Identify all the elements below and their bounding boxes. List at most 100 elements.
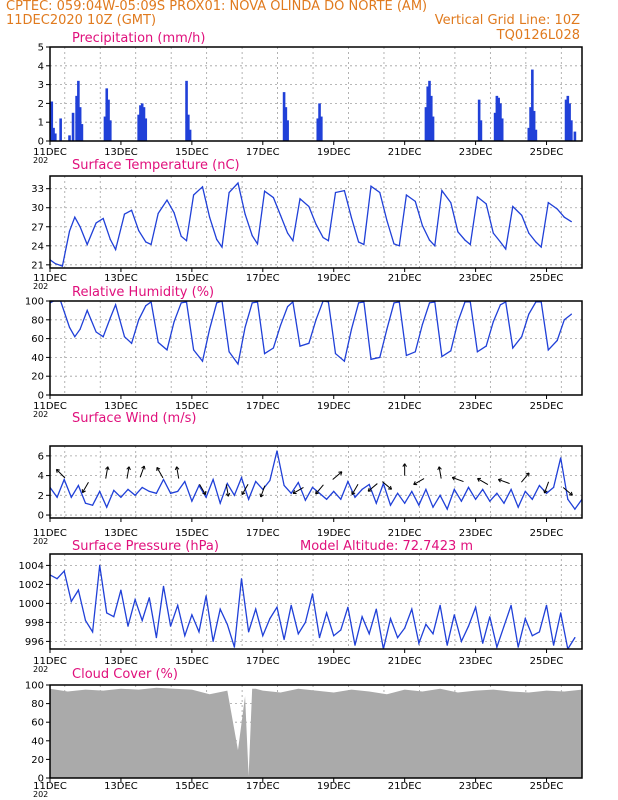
panel-title: Relative Humidity (%) <box>72 285 214 300</box>
series-point <box>68 326 71 328</box>
y-tick-label: 4 <box>38 471 44 482</box>
wind-arrow <box>199 483 207 496</box>
series-point <box>177 604 179 606</box>
wind-arrow <box>55 468 66 479</box>
precip-bar <box>532 110 536 141</box>
series-point <box>567 498 569 500</box>
series-point <box>469 243 471 246</box>
panel-title: Surface Pressure (hPa) <box>72 539 219 554</box>
series-point <box>460 640 463 643</box>
series-point <box>198 631 200 633</box>
wind-arrow <box>292 486 304 495</box>
x-tick-label: 23DEC <box>459 401 493 412</box>
series-point <box>315 319 317 321</box>
series-point <box>138 319 140 321</box>
series-point <box>556 339 558 342</box>
series-point <box>123 213 126 215</box>
series-point <box>368 483 370 486</box>
series-point <box>318 492 321 494</box>
precip-bar <box>573 131 577 141</box>
wind-arrow-head <box>56 468 60 471</box>
series-point <box>425 488 427 490</box>
x-tick-label: 21DEC <box>388 781 422 792</box>
series-point <box>166 349 168 351</box>
y-tick-label: 24 <box>31 241 44 252</box>
series-point <box>512 205 514 208</box>
series-point <box>343 360 345 362</box>
wind-arrow-shaft <box>56 469 66 479</box>
series-point <box>414 200 416 202</box>
series-point <box>74 216 76 218</box>
precip-bar <box>107 99 110 141</box>
series-point <box>228 191 230 194</box>
series-point <box>581 0 582 1</box>
series-point <box>505 248 507 250</box>
header-model: TQ0126L028 <box>496 28 580 43</box>
series-point <box>357 302 360 304</box>
wind-arrow <box>126 466 131 479</box>
series-point <box>185 240 188 242</box>
series-point <box>524 490 526 492</box>
series-point <box>441 355 443 358</box>
series-point <box>354 496 356 498</box>
series-point <box>489 616 491 618</box>
precip-bar <box>78 107 82 141</box>
y-tick-label: 998 <box>25 618 44 629</box>
series-point <box>162 585 165 587</box>
wind-arrow-head <box>292 490 296 494</box>
wind-arrow-head <box>404 463 407 467</box>
cloud-area <box>50 687 582 778</box>
series-point <box>547 349 549 351</box>
series-point <box>297 481 299 484</box>
precip-bar <box>140 103 144 141</box>
wind-arrow-head <box>544 490 548 494</box>
series-point <box>79 328 81 330</box>
series-point <box>209 216 211 218</box>
series-point <box>226 482 228 485</box>
series-point <box>446 508 448 510</box>
precip-bar <box>477 99 481 141</box>
wind-arrow-shaft <box>82 481 89 493</box>
series-point <box>106 506 108 508</box>
series-point <box>411 608 413 610</box>
series-point <box>396 492 399 494</box>
wind-arrow-head <box>570 491 573 496</box>
series-point <box>86 309 88 311</box>
series-point <box>563 216 565 218</box>
wind-arrow-shaft <box>413 478 425 485</box>
series-point <box>263 353 266 355</box>
series-point <box>439 494 441 496</box>
x-tick-label: 23DEC <box>459 147 493 158</box>
x-tick-label: 19DEC <box>317 528 351 539</box>
series-line <box>50 301 572 366</box>
x-tick-label: 15DEC <box>175 656 209 667</box>
wind-arrow-head <box>82 490 86 494</box>
wind-arrow-shaft <box>225 484 229 497</box>
series-point <box>398 245 400 247</box>
series-point <box>467 486 470 489</box>
wind-arrow-head <box>498 478 502 480</box>
panel-title: Surface Temperature (nC) <box>72 158 240 173</box>
series-point <box>91 631 94 633</box>
panel-frame <box>49 553 583 650</box>
panel-title: Cloud Cover (%) <box>72 667 178 682</box>
panels: 0 1 2 3 4 5 11DEC 13DEC 15DEC 17DEC 19DEC 21DEC 23DE… <box>19 0 583 799</box>
series-point <box>428 302 431 304</box>
series-point <box>370 358 372 360</box>
series-point <box>528 232 530 234</box>
wind-arrow-head <box>497 479 501 483</box>
series-point <box>428 239 431 241</box>
series-point <box>79 226 81 228</box>
y-tick-label: 1002 <box>19 580 44 591</box>
series-point <box>450 202 452 204</box>
series-point <box>61 265 64 267</box>
wind-arrow-shaft <box>332 471 343 480</box>
precip-bar <box>142 107 146 141</box>
precip-bar <box>493 112 497 141</box>
series-point <box>279 214 282 216</box>
y-tick-label: 1 <box>38 118 44 129</box>
wind-arrow-head <box>107 466 110 471</box>
series-point <box>379 356 381 358</box>
series-point <box>113 616 115 618</box>
